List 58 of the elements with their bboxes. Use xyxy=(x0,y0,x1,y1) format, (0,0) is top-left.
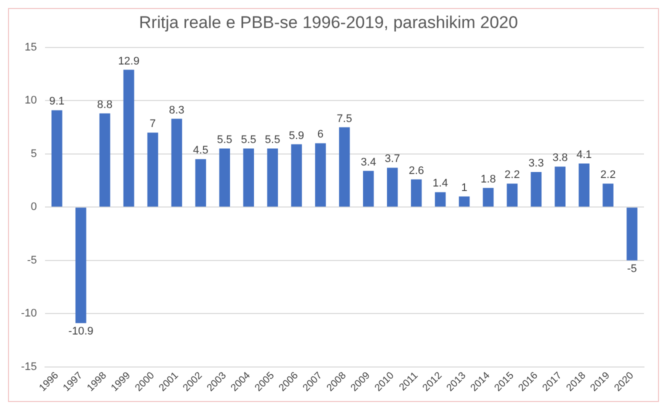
bar xyxy=(267,148,278,207)
bar xyxy=(99,113,110,207)
data-label: 8.3 xyxy=(169,104,184,116)
data-label: 3.3 xyxy=(528,157,544,170)
bar xyxy=(219,148,230,207)
bar xyxy=(363,170,374,207)
data-label: 5.5 xyxy=(264,134,280,146)
data-label: 3.7 xyxy=(384,153,400,166)
data-label: 2.6 xyxy=(408,164,424,177)
data-label: 5.5 xyxy=(240,134,256,146)
data-label: 12.9 xyxy=(118,55,140,68)
bar xyxy=(602,184,614,207)
data-label: 2.2 xyxy=(504,169,520,182)
bar xyxy=(554,166,566,207)
data-label: -10.9 xyxy=(68,326,94,338)
data-label: 3.8 xyxy=(552,152,568,164)
bar xyxy=(434,192,446,207)
y-tick-label: -10 xyxy=(20,308,37,320)
chart-title: Rritja reale e PBB-se 1996-2019, parashikim 2020 xyxy=(139,12,518,32)
bar xyxy=(75,208,86,324)
y-tick-label: 0 xyxy=(30,201,37,214)
data-label: 1.4 xyxy=(432,178,448,190)
data-label: 9.1 xyxy=(49,96,65,108)
bar xyxy=(123,70,134,207)
data-label: 1 xyxy=(461,182,468,194)
data-label: 2.2 xyxy=(600,169,616,182)
bar xyxy=(578,163,590,207)
data-label: 1.8 xyxy=(480,173,496,186)
y-tick-label: 15 xyxy=(24,41,37,54)
bar xyxy=(410,179,422,207)
data-label: 4.1 xyxy=(576,148,592,161)
data-label: 5.5 xyxy=(216,134,232,146)
bar xyxy=(315,143,326,207)
bar xyxy=(171,118,182,207)
data-label: 3.4 xyxy=(360,156,376,168)
data-label: 7 xyxy=(150,118,156,130)
bar xyxy=(626,208,638,260)
bar xyxy=(195,159,206,207)
bar xyxy=(147,132,158,207)
data-label: 6 xyxy=(317,128,324,141)
y-tick-label: 10 xyxy=(24,94,37,107)
data-label: 8.8 xyxy=(97,98,112,111)
bar xyxy=(506,184,518,207)
bar xyxy=(291,144,302,207)
bar xyxy=(386,168,398,207)
y-tick-label: -15 xyxy=(20,360,37,373)
bar xyxy=(51,110,62,207)
bar xyxy=(339,127,350,207)
data-label: 7.5 xyxy=(336,112,352,125)
y-tick-label: -5 xyxy=(27,254,37,266)
bar xyxy=(458,196,470,207)
y-tick-label: 5 xyxy=(30,148,37,160)
data-label: 5.9 xyxy=(288,130,304,142)
data-label: -5 xyxy=(627,262,637,275)
bar xyxy=(530,172,542,207)
bar xyxy=(482,188,494,207)
data-label: 4.5 xyxy=(193,144,208,157)
bar xyxy=(243,148,254,207)
